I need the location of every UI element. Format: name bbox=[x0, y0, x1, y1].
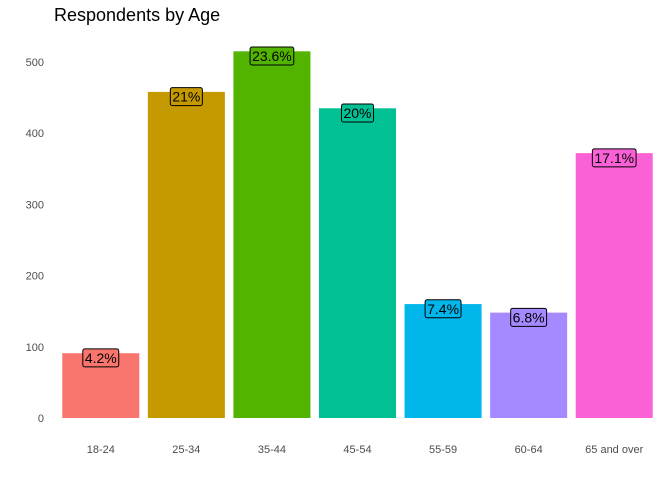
data-label-box bbox=[591, 148, 637, 168]
data-label: 6.8% bbox=[510, 307, 548, 327]
data-label: 23.6% bbox=[249, 46, 295, 66]
x-tick-label: 25-34 bbox=[172, 444, 200, 456]
data-label-text: 4.2% bbox=[85, 350, 117, 366]
data-label-text: 21% bbox=[172, 89, 200, 105]
data-label: 21% bbox=[169, 87, 203, 107]
bar-55-59 bbox=[404, 304, 482, 418]
data-label-box bbox=[340, 103, 375, 123]
data-label-text: 23.6% bbox=[252, 48, 292, 64]
data-label-box bbox=[424, 299, 462, 319]
data-label-box bbox=[510, 307, 548, 327]
bar-25-34 bbox=[147, 91, 225, 419]
data-label-box bbox=[169, 87, 203, 107]
data-label-box bbox=[249, 46, 295, 66]
y-tick-label: 400 bbox=[26, 128, 44, 140]
x-tick-label: 35-44 bbox=[258, 444, 286, 456]
y-tick-label: 500 bbox=[26, 57, 44, 69]
bar-45-54 bbox=[318, 108, 397, 418]
x-tick-label: 45-54 bbox=[343, 444, 371, 456]
y-tick-label: 200 bbox=[26, 271, 44, 283]
data-label-text: 20% bbox=[343, 105, 371, 121]
data-label: 4.2% bbox=[82, 348, 120, 368]
data-label: 20% bbox=[340, 103, 375, 123]
y-tick-label: 0 bbox=[38, 413, 44, 425]
x-tick-label: 18-24 bbox=[87, 444, 115, 456]
data-label-text: 7.4% bbox=[427, 301, 459, 317]
bar-60-64 bbox=[490, 312, 568, 418]
data-label-text: 6.8% bbox=[513, 309, 545, 325]
bar-65-and-over bbox=[575, 153, 653, 419]
data-label: 7.4% bbox=[424, 299, 462, 319]
chart-title: Respondents by Age bbox=[54, 5, 221, 25]
x-tick-label: 60-64 bbox=[515, 444, 543, 456]
x-tick-label: 55-59 bbox=[429, 444, 457, 456]
bar-35-44 bbox=[233, 51, 311, 418]
y-tick-label: 100 bbox=[26, 342, 44, 354]
x-tick-label: 65 and over bbox=[585, 444, 643, 456]
y-tick-label: 300 bbox=[26, 199, 44, 211]
data-label-box bbox=[82, 348, 120, 368]
data-label-text: 17.1% bbox=[594, 150, 634, 166]
data-label: 17.1% bbox=[591, 148, 637, 168]
